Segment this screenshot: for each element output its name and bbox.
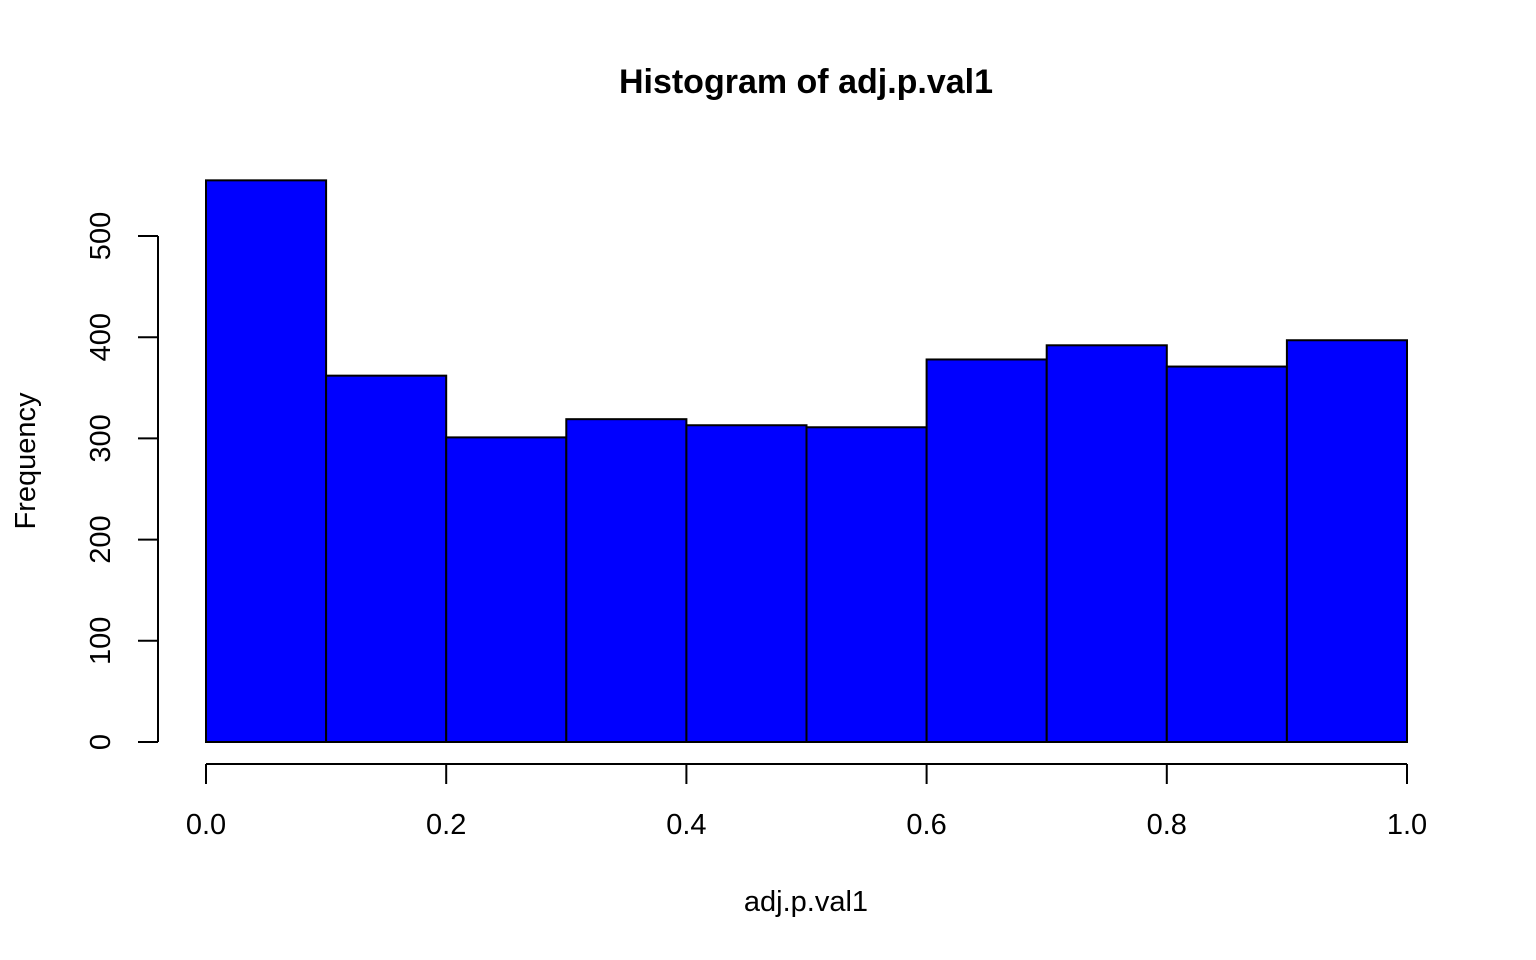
chart-title: Histogram of adj.p.val1	[619, 63, 993, 101]
x-tick-label-5: 1.0	[1387, 809, 1427, 841]
x-tick-label-4: 0.8	[1147, 809, 1187, 841]
x-tick-label-3: 0.6	[906, 809, 946, 841]
y-tick-label-4: 400	[85, 313, 117, 361]
y-tick-label-3: 300	[85, 414, 117, 462]
x-tick-label-1: 0.2	[426, 809, 466, 841]
histogram-bar-8	[1045, 344, 1168, 743]
histogram-bar-7	[925, 358, 1048, 743]
histogram-bar-5	[685, 424, 808, 743]
x-tick-label-2: 0.4	[666, 809, 706, 841]
histogram-bar-9	[1165, 365, 1288, 743]
histogram-bar-4	[565, 418, 688, 743]
y-tick-label-1: 100	[85, 617, 117, 665]
y-axis: 0 100 200 300 400 500	[85, 212, 159, 750]
x-tick-label-0: 0.0	[186, 809, 226, 841]
histogram-bar-10	[1285, 339, 1409, 743]
x-axis-label: adj.p.val1	[744, 886, 868, 918]
histogram-bar-1	[205, 179, 328, 743]
bars-group	[205, 179, 1409, 743]
y-tick-label-2: 200	[85, 515, 117, 563]
y-tick-label-0: 0	[85, 734, 117, 750]
histogram-bar-6	[805, 426, 928, 743]
y-tick-label-5: 500	[85, 212, 117, 260]
histogram-bar-3	[445, 436, 568, 743]
x-axis: 0.0 0.2 0.4 0.6 0.8 1.0	[186, 763, 1427, 841]
y-axis-label: Frequency	[10, 392, 42, 530]
histogram-bar-2	[325, 374, 448, 743]
